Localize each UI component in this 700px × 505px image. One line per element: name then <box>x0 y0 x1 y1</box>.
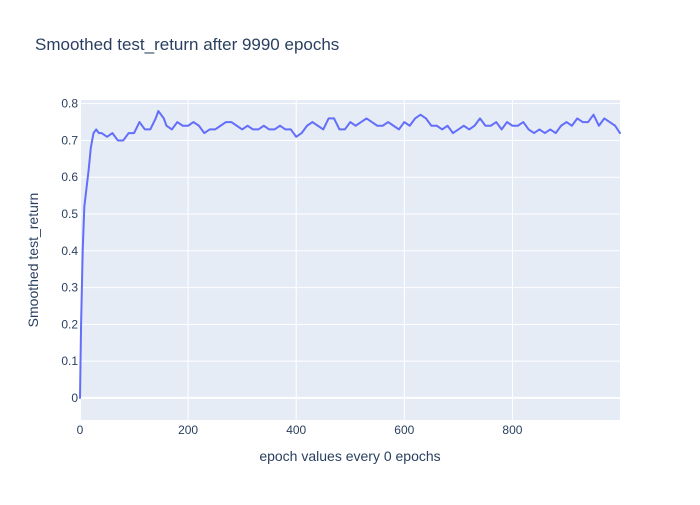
y-tick-label: 0.6 <box>61 170 78 184</box>
series-layer <box>79 110 621 399</box>
y-tick-label: 0 <box>71 391 78 405</box>
y-axis-ticks: 0 0.1 0.2 0.3 0.4 0.5 0.6 0.7 0.8 <box>61 97 78 405</box>
x-axis-ticks: 0 200 400 600 800 <box>77 423 523 437</box>
series-line <box>79 110 621 399</box>
y-tick-label: 0.5 <box>61 207 78 221</box>
x-axis-title: epoch values every 0 epochs <box>259 448 440 464</box>
x-tick-label: 200 <box>178 423 198 437</box>
x-tick-label: 800 <box>502 423 522 437</box>
x-tick-label: 400 <box>286 423 306 437</box>
y-axis-title: Smoothed test_return <box>25 193 41 328</box>
y-gridlines <box>80 103 620 399</box>
chart-title: Smoothed test_return after 9990 epochs <box>35 35 339 54</box>
y-tick-label: 0.4 <box>61 244 78 258</box>
x-tick-label: 0 <box>77 423 84 437</box>
plot-area <box>80 100 620 420</box>
x-tick-label: 600 <box>394 423 414 437</box>
y-tick-label: 0.2 <box>61 317 78 331</box>
y-tick-label: 0.1 <box>61 354 78 368</box>
y-tick-label: 0.3 <box>61 281 78 295</box>
y-tick-label: 0.8 <box>61 97 78 111</box>
y-tick-label: 0.7 <box>61 133 78 147</box>
